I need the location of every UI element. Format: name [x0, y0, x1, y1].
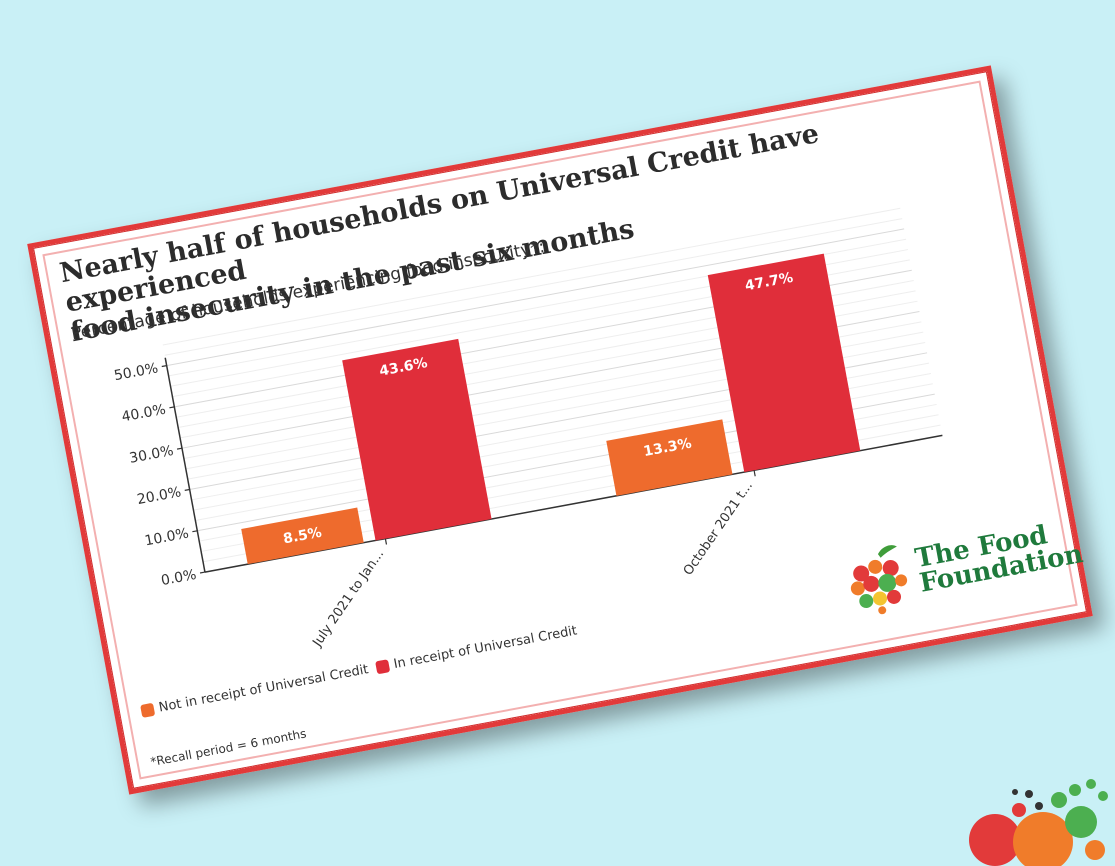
y-tick-label: 30.0%: [128, 443, 175, 467]
y-tick: [176, 447, 183, 450]
bar-chart: 0.0% 10.0% 20.0% 30.0% 40.0% 50.0% 8.5%43.6%1…: [113, 207, 943, 651]
grid-line: [166, 228, 905, 367]
y-tick: [199, 571, 206, 574]
x-axis-labels: July 2021 to Jan... October 2021 t...: [310, 470, 756, 651]
bars: 8.5%43.6%13.3%47.7%: [241, 253, 861, 565]
x-tick: [753, 470, 756, 477]
y-tick: [184, 488, 190, 491]
x-tick: [384, 538, 388, 545]
food-foundation-logo: The Food Foundation: [837, 508, 1087, 621]
y-tick-label: 50.0%: [113, 360, 160, 384]
y-axis-line: [164, 357, 206, 573]
y-tick-label: 0.0%: [160, 567, 198, 589]
x-tick-label: October 2021 t...: [681, 479, 756, 579]
grid-line: [162, 207, 901, 346]
apple-dots-logo-icon: [850, 545, 908, 615]
y-tick: [161, 365, 167, 368]
y-tick: [169, 406, 175, 409]
chart-card: Nearly half of households on Universal C…: [27, 65, 1093, 795]
x-tick-label: July 2021 to Jan...: [310, 547, 388, 651]
corner-apple-dots-icon: [969, 779, 1108, 866]
legend-swatch-orange: [140, 702, 156, 718]
grid-line: [164, 218, 903, 356]
legend-swatch-red: [374, 659, 391, 675]
bar-not-in-receipt: [606, 419, 733, 496]
y-tick: [192, 530, 198, 533]
recall-period-note: *Recall period = 6 months: [149, 726, 308, 770]
bar-not-in-receipt: [241, 507, 364, 565]
y-tick-label: 40.0%: [120, 402, 167, 426]
bar-in-receipt: [342, 338, 492, 541]
bar-data-label: 8.5%: [282, 525, 323, 548]
y-tick-label: 20.0%: [136, 484, 183, 508]
bar-in-receipt: [707, 253, 861, 473]
y-tick-label: 10.0%: [143, 526, 190, 550]
